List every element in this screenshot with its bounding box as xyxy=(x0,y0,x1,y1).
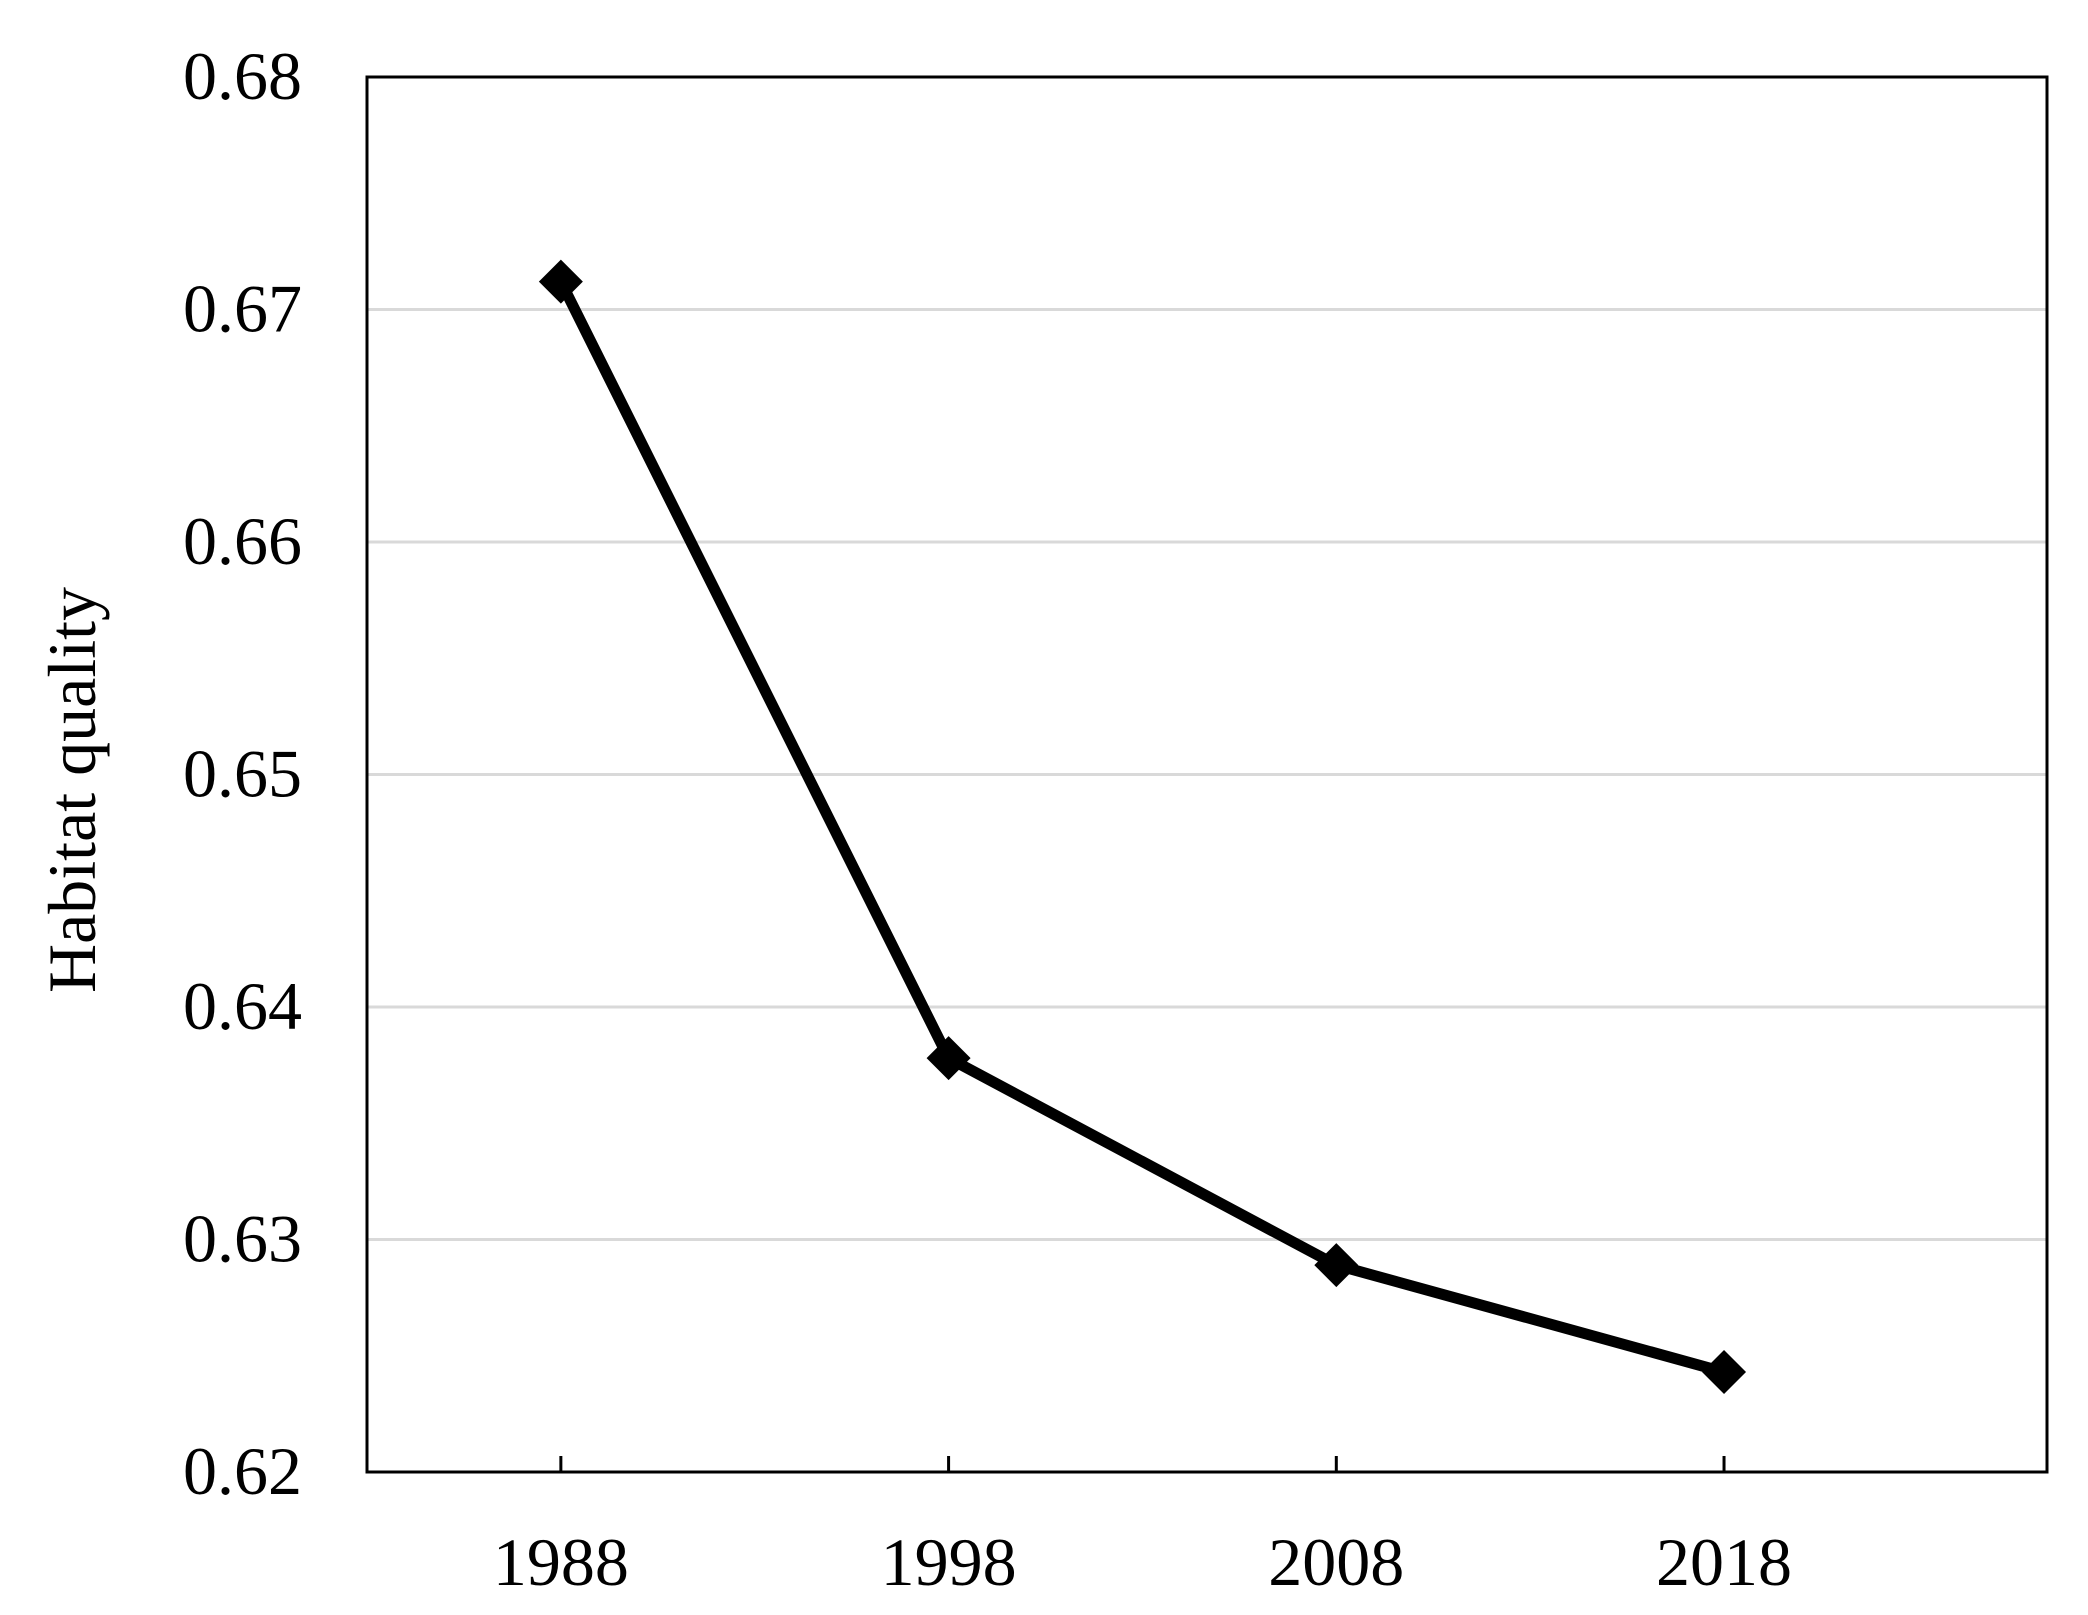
x-tick-labels: 1988 1998 2008 2018 xyxy=(493,1524,1792,1600)
y-tick-labels: 0.62 0.63 0.64 0.65 0.66 0.67 0.68 xyxy=(183,38,302,1509)
y-tick-label: 0.64 xyxy=(183,968,302,1044)
data-point-marker xyxy=(1314,1243,1359,1288)
y-tick-label: 0.63 xyxy=(183,1201,302,1277)
data-point-marker xyxy=(1702,1350,1747,1395)
series-group xyxy=(538,259,1747,1395)
series-line xyxy=(555,279,1726,1378)
data-point-marker xyxy=(538,259,583,304)
plot-frame xyxy=(365,75,2049,1474)
data-point-marker xyxy=(926,1036,971,1081)
y-axis-title: Habitat quality xyxy=(34,587,110,993)
y-tick-label: 0.68 xyxy=(183,38,302,114)
axis-ticks xyxy=(559,1456,1726,1472)
gridlines xyxy=(367,308,2047,1241)
x-tick-label: 1988 xyxy=(493,1524,629,1600)
y-tick-label: 0.62 xyxy=(183,1433,302,1509)
y-tick-label: 0.67 xyxy=(183,271,302,347)
x-tick-label: 2008 xyxy=(1268,1524,1404,1600)
x-tick-label: 1998 xyxy=(881,1524,1017,1600)
x-tick-label: 2018 xyxy=(1656,1524,1792,1600)
y-tick-label: 0.66 xyxy=(183,503,302,579)
y-tick-label: 0.65 xyxy=(183,736,302,812)
